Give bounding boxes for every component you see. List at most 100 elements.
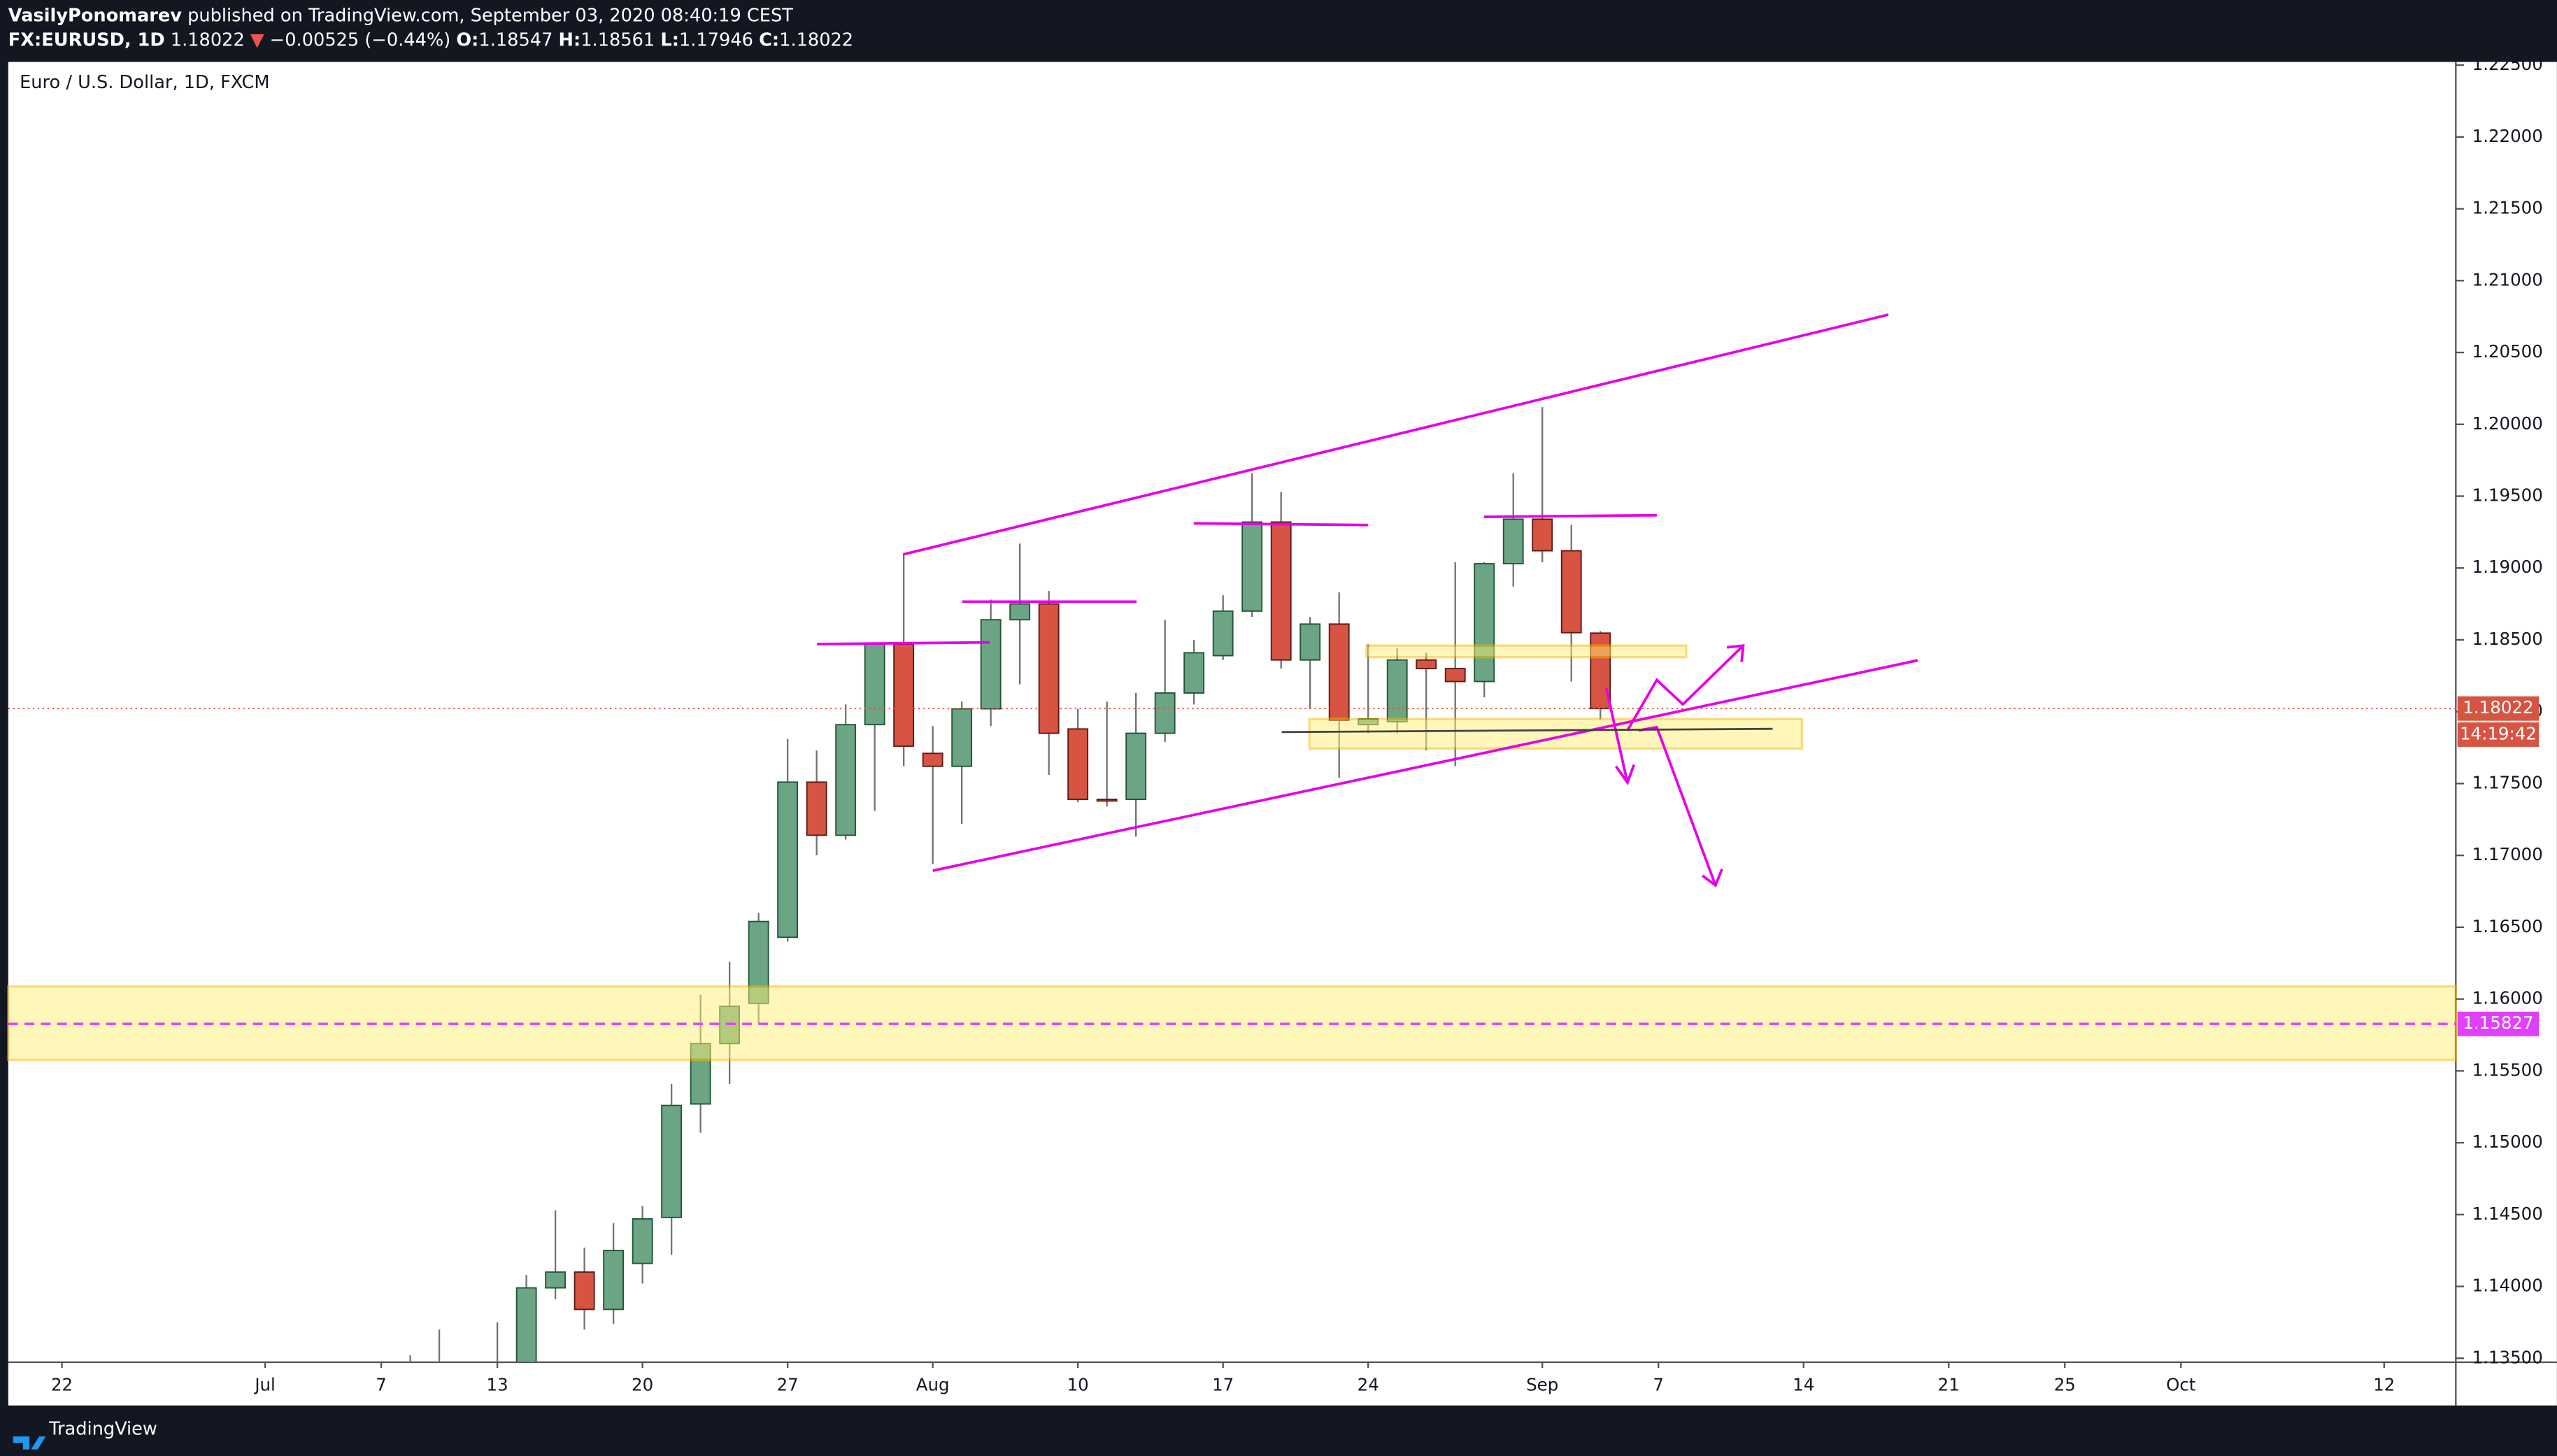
candle-body xyxy=(777,781,799,938)
candle-body xyxy=(1154,692,1176,734)
chart-area xyxy=(8,62,2557,1406)
candle-body xyxy=(1183,652,1205,694)
level-line xyxy=(817,641,990,645)
candle-body xyxy=(835,724,857,836)
candle-body xyxy=(574,1271,595,1311)
y-tick-label: 1.20000 xyxy=(2472,413,2543,434)
candle-body xyxy=(980,619,1002,710)
candle-body xyxy=(1067,728,1089,800)
y-tick-label: 1.16500 xyxy=(2472,916,2543,936)
candle-body xyxy=(545,1271,567,1289)
x-tick-label: Aug xyxy=(916,1375,950,1395)
arrow-head xyxy=(1702,868,1723,887)
candle-body xyxy=(1502,518,1524,564)
footer-brand: TradingView xyxy=(48,1419,157,1440)
y-tick-label: 1.19500 xyxy=(2472,485,2543,505)
candle-body xyxy=(1444,668,1466,683)
change: −0.00525 (−0.44%) xyxy=(270,29,450,50)
y-tick-label: 1.17500 xyxy=(2472,772,2543,792)
support-zone-small xyxy=(1308,718,1804,750)
x-tick-label: 20 xyxy=(632,1375,653,1395)
countdown-tag xyxy=(2457,722,2540,747)
x-tick-label: 17 xyxy=(1212,1375,1234,1395)
footer-logo xyxy=(13,1436,46,1450)
low-label: L: xyxy=(660,29,679,50)
candle-body xyxy=(1416,659,1437,669)
x-tick-label: 13 xyxy=(487,1375,508,1395)
x-tick-label: 22 xyxy=(51,1375,73,1395)
channel-upper xyxy=(903,313,1889,556)
candle-body xyxy=(1009,603,1031,621)
resistance-zone xyxy=(1365,644,1688,659)
candle-body xyxy=(1299,623,1321,661)
arrow-path xyxy=(1604,687,1629,783)
candle-body xyxy=(661,1104,683,1218)
x-tick-label: 10 xyxy=(1067,1375,1089,1395)
y-tick-label: 1.20500 xyxy=(2472,341,2543,362)
y-tick-label: 1.13500 xyxy=(2472,1347,2543,1367)
candle-body xyxy=(1532,518,1553,552)
drawings xyxy=(817,313,1918,887)
candle-body xyxy=(1125,732,1147,800)
y-tick-label: 1.16000 xyxy=(2472,988,2543,1008)
x-tick-label: 27 xyxy=(777,1375,799,1395)
close-label: C: xyxy=(759,29,779,50)
level-tag xyxy=(2457,1011,2540,1036)
y-tick-label: 1.17000 xyxy=(2472,844,2543,864)
arrow-head xyxy=(1726,644,1745,662)
open: 1.18547 xyxy=(478,29,553,50)
y-tick-label: 1.15500 xyxy=(2472,1059,2543,1080)
candle-body xyxy=(1386,659,1408,723)
high: 1.18561 xyxy=(581,29,655,50)
gray-line xyxy=(1281,727,1773,734)
candle-body xyxy=(1270,521,1292,661)
chart-title: Euro / U.S. Dollar, 1D, FXCM xyxy=(20,72,269,93)
channel-lower xyxy=(932,659,1918,872)
x-tick-label: 7 xyxy=(376,1375,387,1395)
y-tick-label: 1.19000 xyxy=(2472,557,2543,577)
countdown-label: 14:19:42 xyxy=(2460,723,2537,743)
candle-body xyxy=(806,781,827,836)
candle-body xyxy=(1212,610,1234,657)
x-tick-label: 25 xyxy=(2054,1375,2076,1395)
candle-body xyxy=(632,1218,653,1264)
price-tag xyxy=(2457,696,2540,721)
arrow-path xyxy=(1626,644,1744,731)
candle-body xyxy=(893,643,915,747)
x-tick-label: Jul xyxy=(253,1375,276,1395)
candle-body xyxy=(1474,563,1495,683)
level-tag-label: 1.15827 xyxy=(2463,1013,2533,1033)
y-tick-label: 1.22500 xyxy=(2472,54,2543,74)
x-tick-label: 14 xyxy=(1793,1375,1814,1395)
header-line-2: FX:EURUSD, 1D 1.18022 ▼ −0.00525 (−0.44%… xyxy=(8,29,853,50)
level-line xyxy=(1193,522,1369,527)
candle-body xyxy=(603,1250,625,1311)
candle-body xyxy=(1038,603,1060,734)
x-tick-label: Oct xyxy=(2166,1375,2196,1395)
candle-body xyxy=(1241,521,1263,612)
arrow: ▼ xyxy=(250,29,264,50)
candle-body xyxy=(922,752,943,767)
y-tick-label: 1.21000 xyxy=(2472,269,2543,290)
y-tick-label: 1.15000 xyxy=(2472,1132,2543,1152)
level-line xyxy=(1483,513,1657,518)
x-tick-label: 7 xyxy=(1653,1375,1664,1395)
close: 1.18022 xyxy=(779,29,853,50)
high-label: H: xyxy=(559,29,581,50)
candle-body xyxy=(1096,799,1118,802)
arrow-head xyxy=(1615,764,1636,786)
y-tick-label: 1.22000 xyxy=(2472,126,2543,146)
candle-body xyxy=(1560,550,1582,634)
x-tick-label: 21 xyxy=(1938,1375,1960,1395)
y-tick-label: 1.21500 xyxy=(2472,198,2543,218)
x-tick-label: 12 xyxy=(2373,1375,2395,1395)
last: 1.18022 xyxy=(171,29,245,50)
symbol: FX:EURUSD, 1D xyxy=(8,29,165,50)
y-tick-label: 1.18500 xyxy=(2472,629,2543,649)
logo xyxy=(13,1436,46,1450)
header-line-1: VasilyPonomarev published on TradingView… xyxy=(8,5,793,26)
candle-body xyxy=(864,643,885,726)
open-label: O: xyxy=(456,29,478,50)
